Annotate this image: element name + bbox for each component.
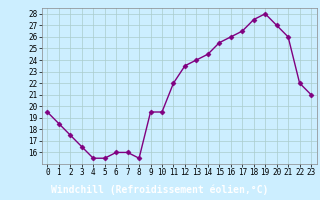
Text: Windchill (Refroidissement éolien,°C): Windchill (Refroidissement éolien,°C) — [51, 185, 269, 195]
